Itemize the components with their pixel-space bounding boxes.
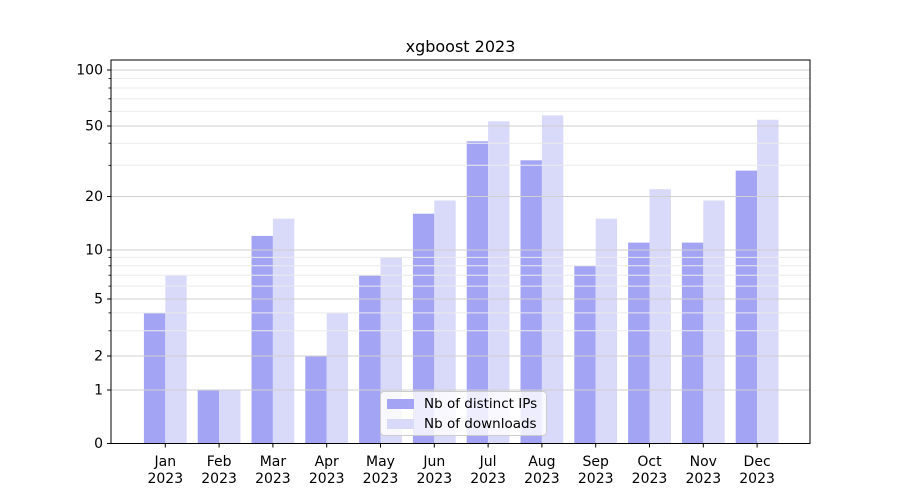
x-tick-label-sep-month: Sep (583, 454, 610, 470)
x-tick-label-jan-month: Jan (154, 454, 177, 470)
bar-jun-downloads (434, 200, 456, 444)
bar-nov-distinct-ips (681, 242, 704, 444)
bar-jul-downloads (488, 121, 510, 444)
bar-aug-distinct-ips (520, 160, 542, 444)
x-tick-label-apr-year: 2023 (309, 471, 345, 487)
chart-title: xgboost 2023 (405, 37, 516, 56)
bar-oct-downloads (649, 189, 671, 444)
x-tick-label-dec-month: Dec (744, 454, 771, 470)
y-tick-label-0: 0 (94, 436, 103, 452)
bar-may-distinct-ips (359, 275, 381, 444)
x-tick-label-jun-month: Jun (422, 454, 445, 470)
x-tick-label-apr-month: Apr (315, 454, 339, 470)
bar-nov-downloads (703, 200, 725, 444)
legend: Nb of distinct IPs Nb of downloads (380, 391, 547, 436)
x-tick-label-may-year: 2023 (363, 471, 399, 487)
legend-item-downloads: Nb of downloads (387, 414, 538, 434)
x-tick-label-oct-year: 2023 (632, 471, 668, 487)
x-tick-label-sep-year: 2023 (578, 471, 614, 487)
x-tick-label-feb-month: Feb (207, 454, 232, 470)
bar-dec-downloads (757, 119, 779, 444)
y-tick-label-1: 1 (94, 383, 103, 399)
legend-item-distinct-ips: Nb of distinct IPs (387, 394, 538, 414)
bar-feb-distinct-ips (197, 390, 220, 444)
legend-swatch-distinct-ips (387, 398, 414, 409)
bar-feb-downloads (219, 390, 241, 444)
y-tick-label-2: 2 (94, 349, 103, 365)
bar-dec-distinct-ips (735, 170, 758, 444)
x-tick-label-aug-month: Aug (528, 454, 555, 470)
x-tick-label-jul-month: Jul (479, 454, 497, 470)
x-tick-label-nov-month: Nov (690, 454, 717, 470)
x-tick-label-jan-year: 2023 (147, 471, 183, 487)
x-tick-label-mar-month: Mar (260, 454, 287, 470)
bar-mar-distinct-ips (251, 235, 273, 444)
x-tick-label-aug-year: 2023 (524, 471, 560, 487)
y-tick-label-5: 5 (94, 292, 103, 308)
x-tick-label-may-month: May (366, 454, 395, 470)
x-tick-label-nov-year: 2023 (685, 471, 721, 487)
x-tick-label-mar-year: 2023 (255, 471, 291, 487)
plot-border (110, 59, 811, 444)
x-tick-label-jun-year: 2023 (416, 471, 452, 487)
x-tick-label-feb-year: 2023 (201, 471, 237, 487)
y-tick-label-50: 50 (85, 119, 103, 135)
y-tick-label-100: 100 (76, 63, 103, 79)
bar-aug-downloads (541, 115, 564, 444)
legend-label-distinct-ips: Nb of distinct IPs (424, 395, 538, 412)
bar-jan-downloads (165, 275, 187, 444)
legend-label-downloads: Nb of downloads (424, 415, 537, 432)
bar-jun-distinct-ips (412, 213, 435, 444)
legend-swatch-downloads (387, 418, 414, 429)
bar-oct-distinct-ips (628, 242, 650, 444)
bar-apr-downloads (326, 312, 349, 444)
bar-jul-distinct-ips (466, 141, 489, 444)
x-tick-label-jul-year: 2023 (470, 471, 506, 487)
bar-sep-distinct-ips (574, 265, 596, 444)
bar-apr-distinct-ips (305, 356, 327, 444)
y-tick-label-10: 10 (85, 243, 103, 259)
x-tick-label-oct-month: Oct (637, 454, 662, 470)
bar-jan-distinct-ips (143, 312, 166, 444)
y-tick-label-20: 20 (85, 189, 103, 205)
x-tick-label-dec-year: 2023 (739, 471, 775, 487)
